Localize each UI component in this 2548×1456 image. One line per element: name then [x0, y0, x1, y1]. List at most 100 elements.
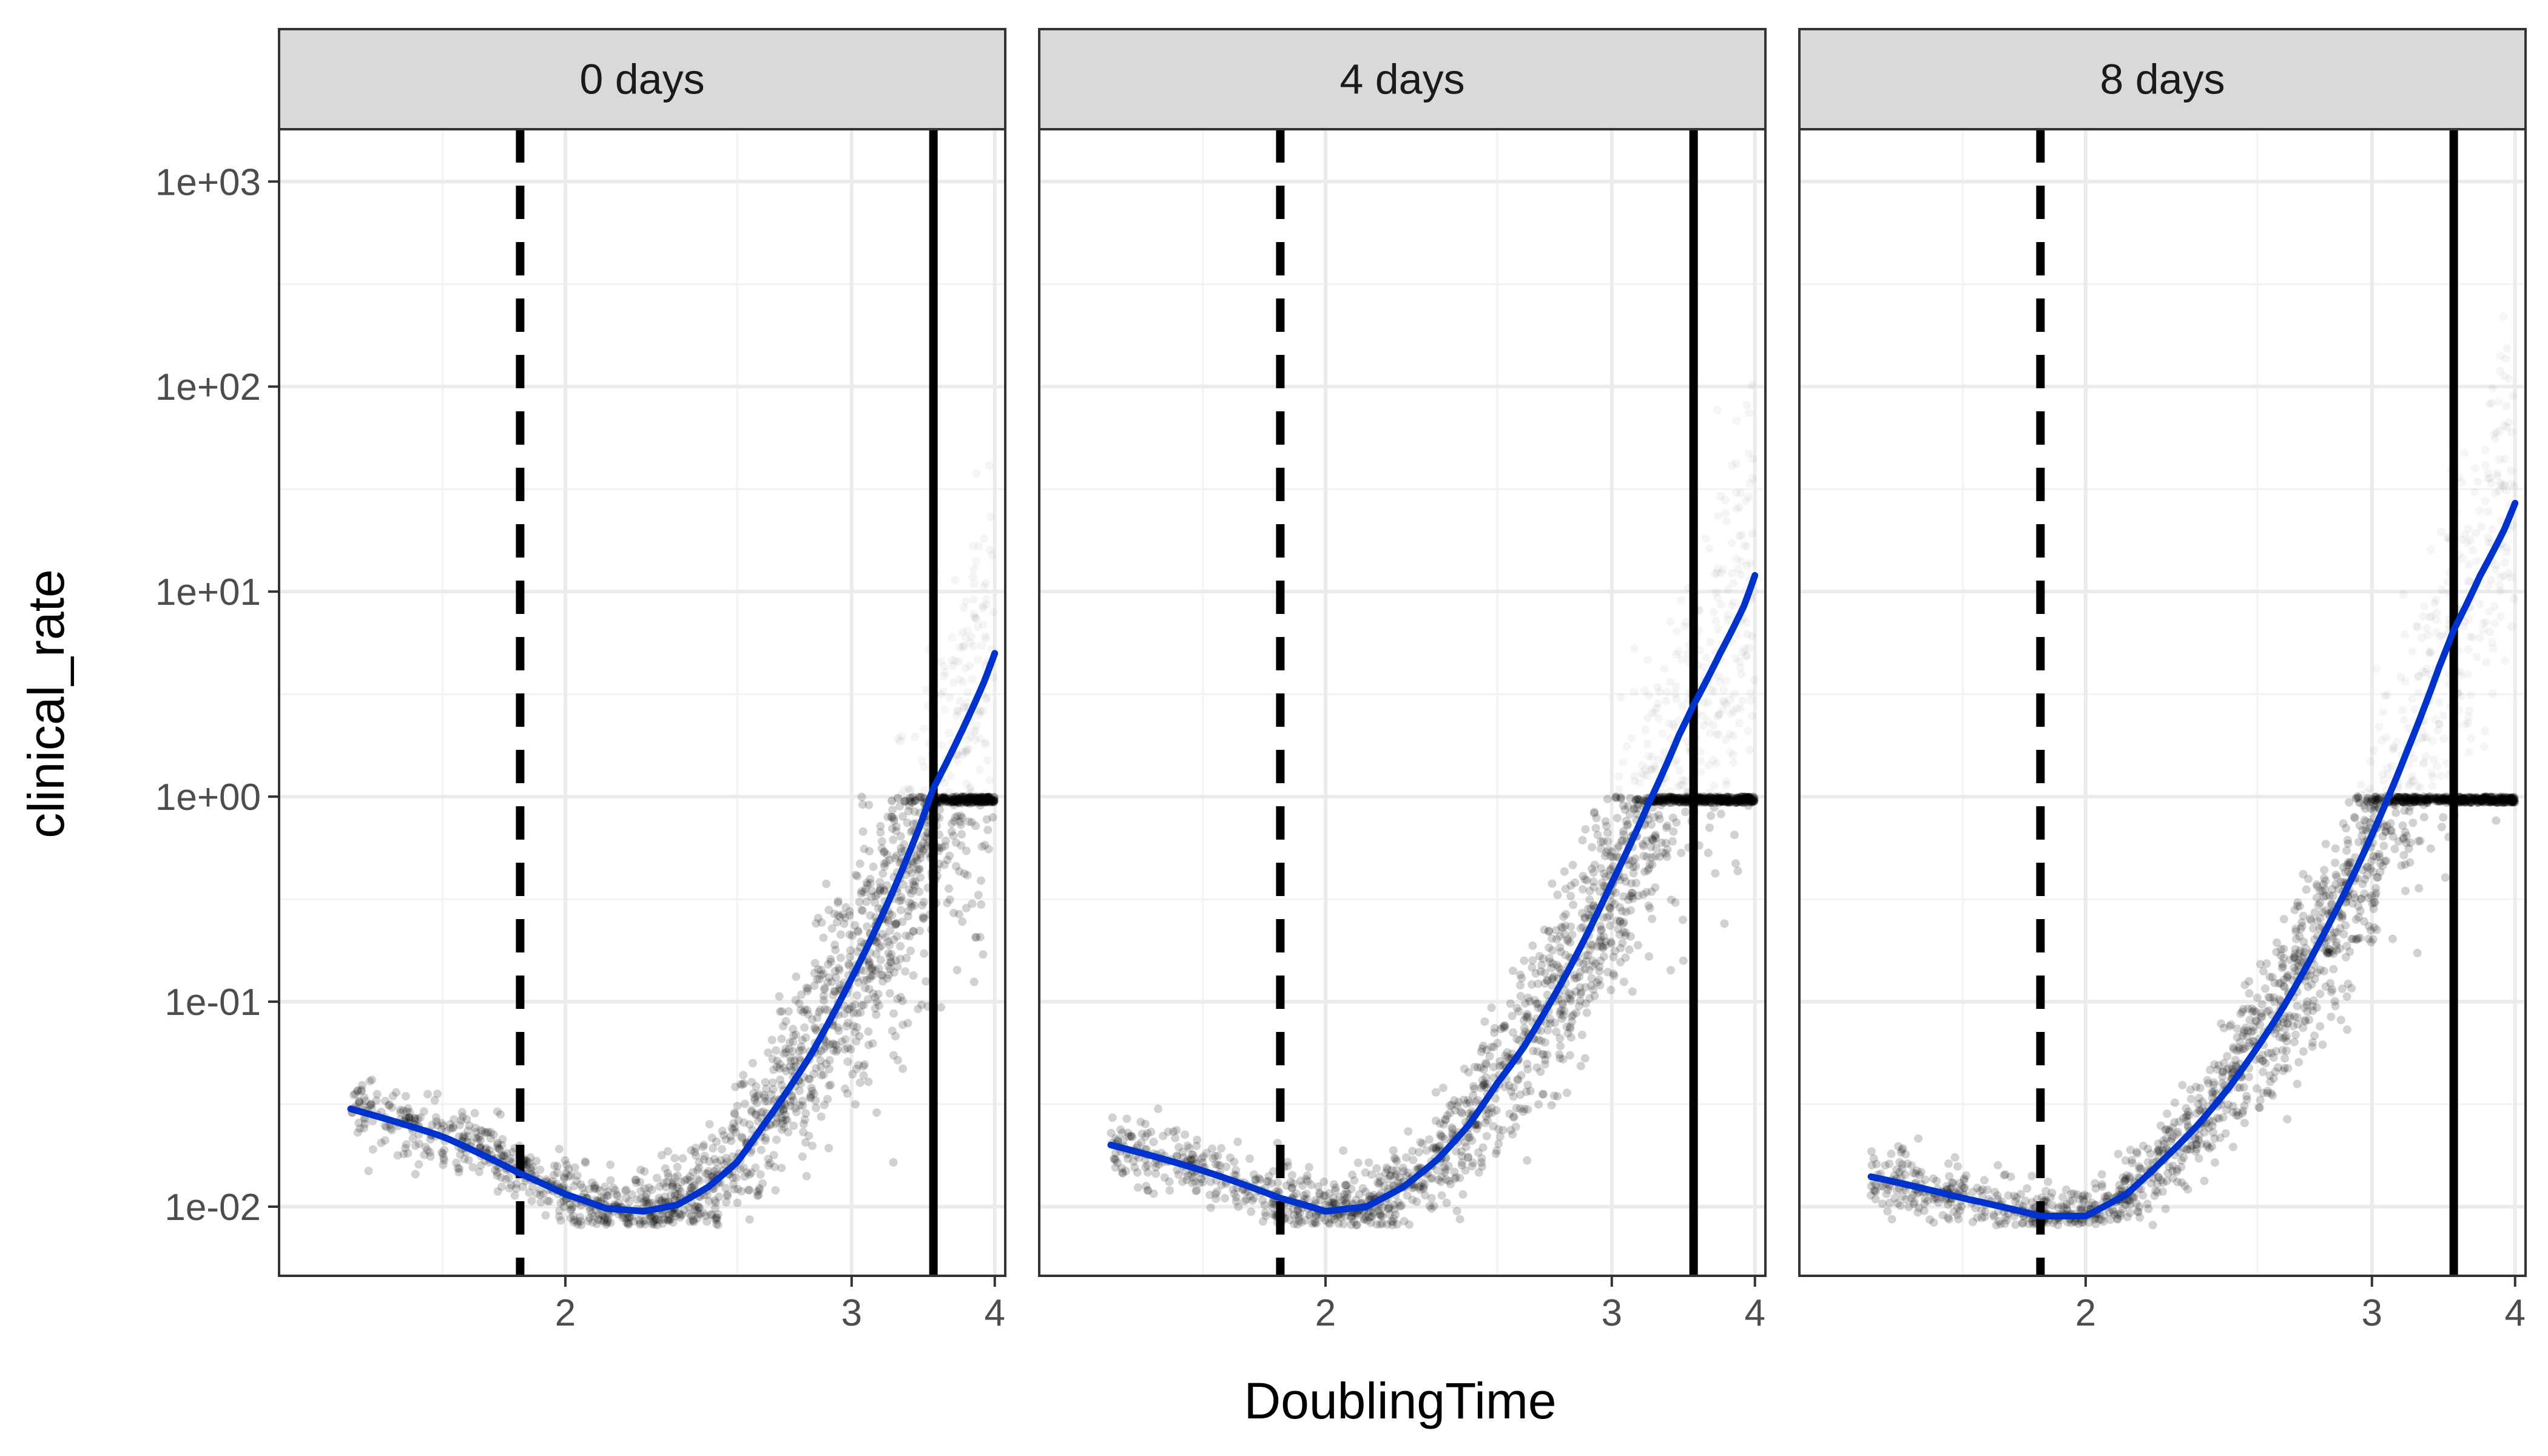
scatter-point — [1915, 1204, 1924, 1212]
scatter-point — [1250, 1176, 1259, 1184]
scatter-point — [1563, 937, 1572, 946]
scatter-point — [2432, 628, 2441, 637]
scatter-point — [2332, 938, 2341, 947]
scatter-point — [1543, 1050, 1552, 1059]
scatter-point — [1725, 748, 1734, 757]
scatter-point — [1742, 793, 1751, 802]
scatter-point — [951, 576, 960, 585]
scatter-point — [1736, 663, 1745, 672]
scatter-point — [977, 794, 986, 803]
scatter-point — [1742, 797, 1751, 806]
scatter-point — [2464, 794, 2473, 803]
scatter-point — [639, 1198, 649, 1207]
scatter-point — [974, 891, 983, 900]
scatter-point — [771, 1186, 780, 1195]
scatter-point — [2192, 1140, 2201, 1149]
scatter-point — [974, 795, 983, 803]
scatter-point — [2507, 467, 2515, 476]
scatter-point — [1493, 1039, 1502, 1048]
scatter-point — [2416, 837, 2425, 846]
scatter-point — [1635, 778, 1644, 787]
scatter-point — [1506, 1125, 1515, 1134]
scatter-point — [2417, 796, 2426, 805]
scatter-point — [1308, 1219, 1317, 1228]
scatter-point — [385, 1100, 394, 1109]
scatter-point — [2438, 795, 2447, 804]
scatter-point — [1711, 792, 1720, 801]
scatter-point — [1681, 776, 1690, 785]
scatter-point — [973, 794, 982, 803]
scatter-point — [1562, 1022, 1571, 1031]
scatter-point — [1960, 1183, 1969, 1192]
scatter-point — [749, 1089, 758, 1098]
scatter-point — [780, 1050, 789, 1058]
scatter-point — [1658, 729, 1667, 738]
scatter-point — [913, 856, 922, 865]
scatter-point — [1629, 862, 1637, 871]
scatter-point — [2150, 1191, 2159, 1201]
scatter-point — [640, 1184, 649, 1193]
scatter-point — [585, 1214, 594, 1222]
scatter-point — [2472, 793, 2481, 802]
scatter-point — [2168, 1161, 2177, 1170]
scatter-point — [1301, 1175, 1310, 1184]
scatter-point — [1498, 1125, 1508, 1134]
scatter-point — [2210, 1060, 2219, 1069]
scatter-point — [2210, 1134, 2219, 1143]
scatter-point — [676, 1187, 685, 1196]
scatter-point — [2456, 692, 2465, 701]
scatter-point — [820, 1100, 829, 1110]
scatter-point — [2481, 792, 2490, 801]
scatter-point — [507, 1181, 516, 1190]
scatter-point — [720, 1160, 729, 1169]
scatter-point — [712, 1198, 720, 1207]
scatter-point — [815, 1005, 824, 1014]
scatter-point — [550, 1161, 559, 1170]
scatter-point — [798, 1152, 807, 1161]
scatter-point — [1616, 917, 1625, 926]
scatter-point — [1904, 1202, 1913, 1212]
scatter-point — [1729, 796, 1737, 805]
scatter-point — [937, 843, 946, 852]
scatter-point — [784, 1128, 793, 1137]
scatter-point — [1719, 696, 1728, 706]
scatter-point — [1745, 798, 1754, 807]
scatter-point — [1418, 1178, 1427, 1187]
scatter-point — [528, 1162, 537, 1171]
scatter-point — [1352, 1221, 1361, 1230]
scatter-point — [878, 971, 887, 980]
scatter-point — [561, 1168, 570, 1178]
scatter-point — [872, 997, 881, 1006]
scatter-point — [920, 914, 928, 923]
scatter-point — [1913, 1166, 1921, 1175]
scatter-point — [823, 1006, 832, 1014]
scatter-point — [581, 1158, 590, 1167]
scatter-point — [621, 1186, 630, 1195]
scatter-point — [384, 1101, 393, 1110]
scatter-point — [760, 1091, 769, 1099]
scatter-point — [573, 1217, 582, 1226]
scatter-point — [699, 1208, 708, 1218]
scatter-point — [1674, 794, 1683, 803]
scatter-point — [1716, 492, 1725, 501]
scatter-point — [863, 995, 872, 1004]
scatter-point — [739, 1163, 748, 1172]
scatter-point — [846, 1045, 855, 1054]
scatter-point — [817, 971, 826, 980]
scatter-point — [2502, 795, 2511, 803]
scatter-point — [1696, 795, 1705, 804]
scatter-point — [1470, 1084, 1479, 1093]
scatter-point — [896, 942, 905, 951]
scatter-point — [1744, 449, 1753, 458]
scatter-point — [642, 1190, 652, 1199]
scatter-point — [898, 1020, 908, 1030]
scatter-point — [2372, 664, 2381, 673]
scatter-point — [2464, 712, 2473, 721]
scatter-point — [2508, 797, 2517, 806]
scatter-point — [1744, 794, 1753, 803]
scatter-point — [1677, 655, 1686, 664]
scatter-point — [1230, 1189, 1239, 1198]
scatter-point — [969, 609, 979, 618]
scatter-point — [752, 1091, 761, 1100]
scatter-point — [1143, 1129, 1152, 1138]
